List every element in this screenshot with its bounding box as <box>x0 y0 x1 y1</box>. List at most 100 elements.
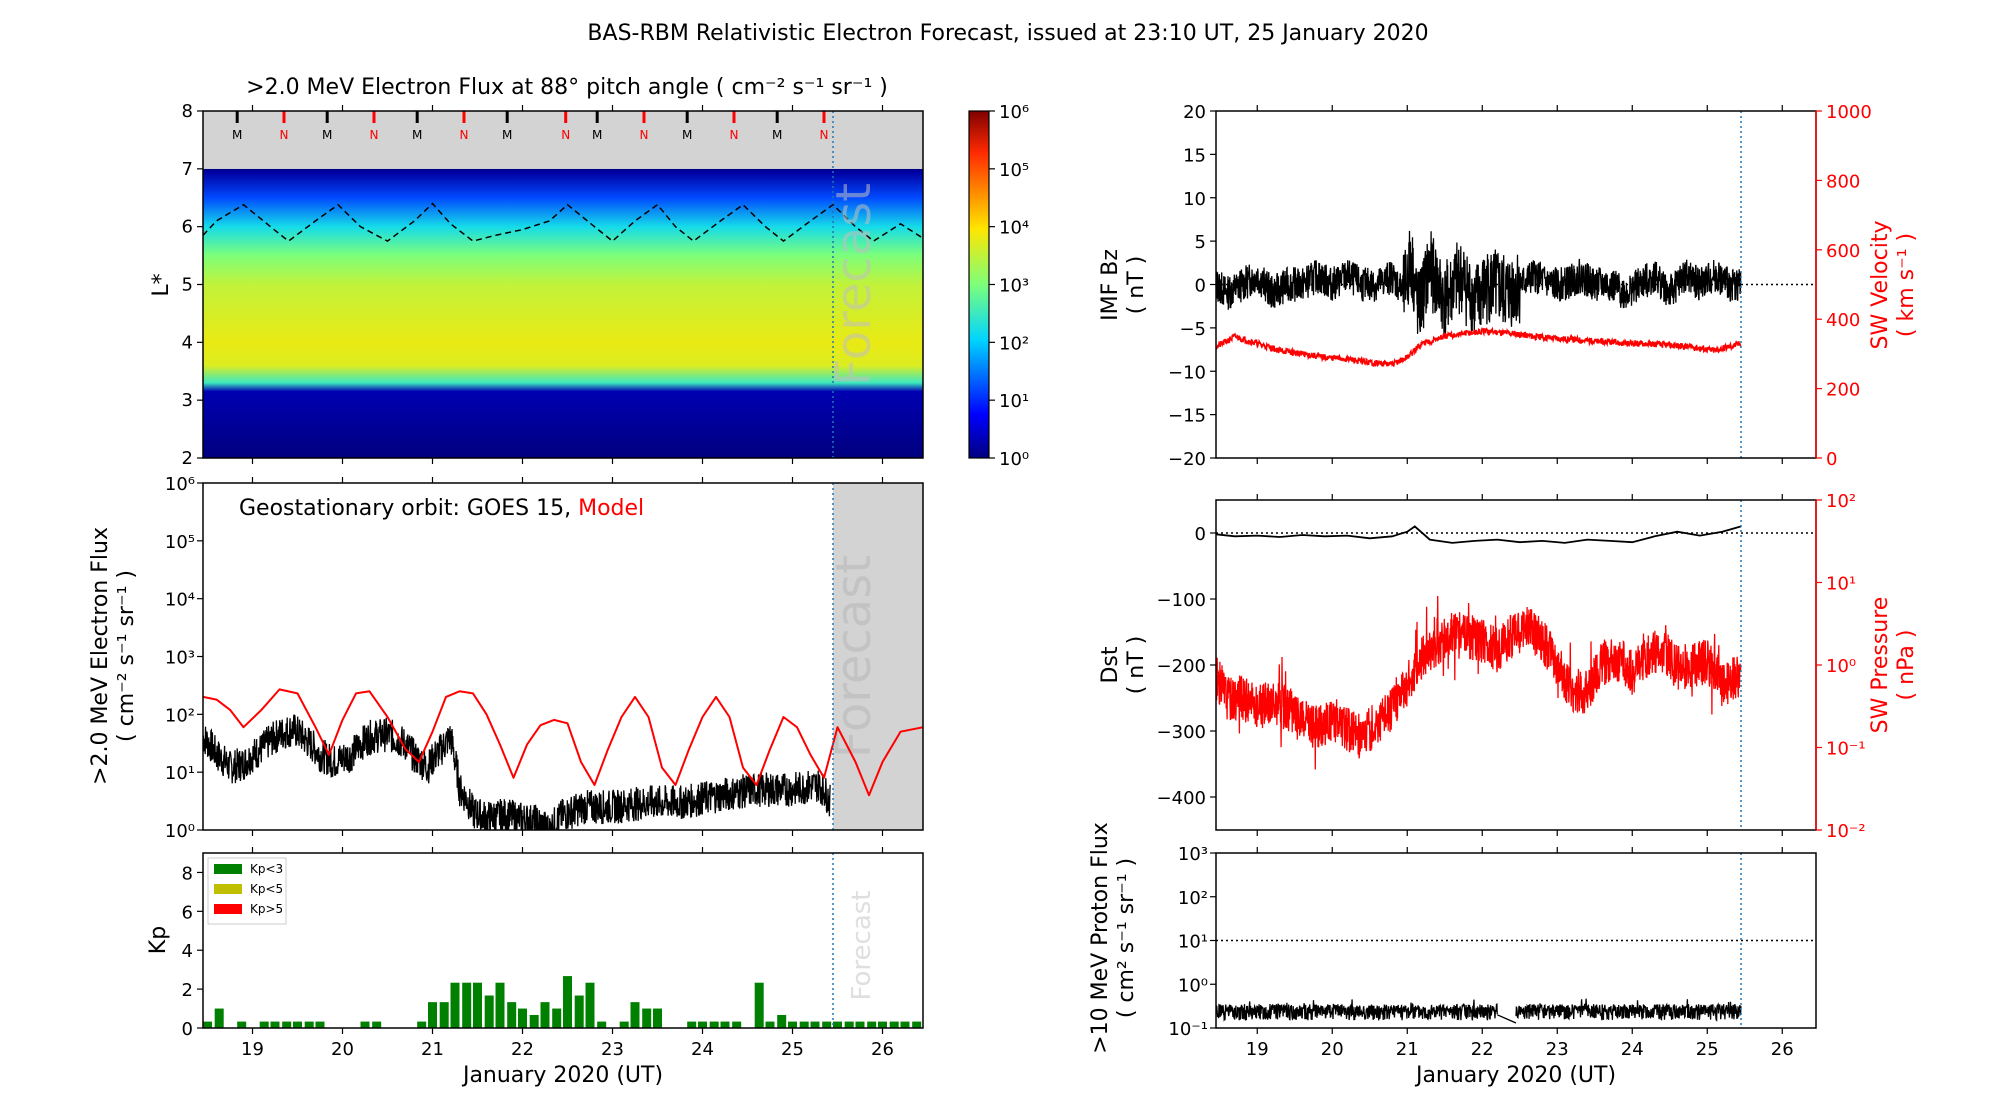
legend-label: Kp>5 <box>250 902 283 916</box>
series-sw-pressure-line <box>1216 595 1742 770</box>
y-axis-label: L* <box>149 273 174 296</box>
y-axis-label-right-line-1: ( nPa ) <box>1894 630 1919 701</box>
legend-label: Kp<3 <box>250 862 283 876</box>
y-axis-label-left: IMF Bz( nT ) <box>1098 249 1149 321</box>
orbit-marker-label: N <box>460 128 469 142</box>
colorbar-tick-label: 10⁴ <box>999 218 1029 239</box>
kp-bar <box>597 1021 607 1028</box>
x-tick-label: 26 <box>871 1039 894 1060</box>
kp-bar <box>687 1021 697 1028</box>
series-sw-velocity-line <box>1216 326 1742 368</box>
y-tick-label: 2 <box>182 448 193 469</box>
y-axis-label: >2.0 MeV Electron Flux( cm⁻² s⁻¹ sr⁻¹ ) <box>88 527 139 785</box>
y-tick-label-left: −200 <box>1157 656 1206 677</box>
kp-bar <box>855 1021 865 1028</box>
orbit-marker-label: M <box>232 128 242 142</box>
kp-bar <box>878 1021 887 1028</box>
y-tick-label: 10¹ <box>165 763 195 784</box>
x-tick-label: 25 <box>781 1039 804 1060</box>
geo-orbit-dashed-line <box>203 202 923 243</box>
y-axis-label-right: SW Velocity( km s⁻¹ ) <box>1868 220 1919 349</box>
heatmap-outer-region <box>203 111 923 169</box>
kp-bar <box>619 1021 629 1028</box>
colorbar: 10⁰ 10¹ 10² 10³ 10⁴ 10⁵ 10⁶ <box>968 102 1029 470</box>
y-tick-label: 10⁻¹ <box>1168 1019 1208 1040</box>
y-axis-label-right: SW Pressure( nPa ) <box>1868 597 1919 734</box>
y-axis-label-left-line-1: ( nT ) <box>1124 256 1149 315</box>
y-axis-label-right-line-0: SW Velocity <box>1868 220 1893 349</box>
kp-bar <box>417 1021 427 1028</box>
y-tick-label: 6 <box>182 902 193 923</box>
kp-bar <box>912 1021 922 1028</box>
y-tick-label: 8 <box>182 863 193 884</box>
x-tick-label: 22 <box>1471 1039 1494 1060</box>
y-axis-label: Kp <box>146 926 171 954</box>
kp-bar <box>552 1008 562 1028</box>
annotation-text: Geostationary orbit: GOES 15, <box>239 496 578 521</box>
y-tick-label-right: 600 <box>1826 241 1860 262</box>
axes-frame <box>1215 499 1817 831</box>
colorbar-gradient <box>968 110 990 459</box>
kp-bar <box>315 1021 325 1028</box>
kp-bar <box>507 1002 517 1028</box>
y-tick-label-left: −300 <box>1157 722 1206 743</box>
kp-bar <box>540 1002 550 1028</box>
annotation: Geostationary orbit: GOES 15, Model <box>239 496 644 521</box>
kp-bar <box>765 1021 775 1028</box>
kp-bar <box>462 982 472 1028</box>
y-tick-label: 4 <box>182 332 193 353</box>
x-tick-label: 23 <box>601 1039 624 1060</box>
kp-bar <box>833 1021 842 1028</box>
y-tick-label: 6 <box>182 217 193 238</box>
orbit-marker-label: M <box>682 128 692 142</box>
kp-bar <box>529 1014 539 1028</box>
orbit-marker-label: N <box>561 128 570 142</box>
kp-bar <box>304 1021 314 1028</box>
heatmap-body <box>203 168 923 459</box>
y-axis-label-line-0: L* <box>149 273 174 296</box>
x-tick-label: 19 <box>1246 1039 1269 1060</box>
y-tick-label: 2 <box>182 980 193 1001</box>
orbit-marker-label: M <box>502 128 512 142</box>
y-axis-label-line-0: >10 MeV Proton Flux <box>1088 822 1113 1054</box>
orbit-marker-label: N <box>730 128 739 142</box>
lstar-flux-panel: M N M N M N M N M N M N M N Forecast 2 3 4 5 6 7 8 >2.0 MeV El… <box>149 75 924 469</box>
imf-sw-panel: −20−15−10−50510152002004006008001000IMF … <box>1098 102 1919 470</box>
x-tick-label: 21 <box>421 1039 444 1060</box>
y-tick-label-right: 10⁰ <box>1826 656 1856 677</box>
legend-swatch <box>214 884 242 894</box>
series-goes15-line <box>203 714 831 830</box>
kp-bar <box>259 1021 269 1028</box>
y-tick-label-left: 20 <box>1183 102 1206 123</box>
y-tick-label-right: 200 <box>1826 380 1860 401</box>
y-tick-label: 10⁴ <box>165 590 195 611</box>
y-tick-label: 10³ <box>165 648 195 669</box>
y-axis-label-left-line-1: ( nT ) <box>1124 636 1149 695</box>
y-tick-label: 5 <box>182 275 193 296</box>
y-tick-label-right: 0 <box>1826 449 1837 470</box>
orbit-marker-label: N <box>640 128 649 142</box>
kp-bar <box>473 982 482 1028</box>
kp-bar <box>788 1021 797 1028</box>
y-tick-label-right: 800 <box>1826 171 1860 192</box>
y-tick-label-left: −20 <box>1168 449 1206 470</box>
kp-bar <box>867 1021 877 1028</box>
y-tick-label-right: 1000 <box>1826 102 1872 123</box>
legend-swatch <box>214 864 242 874</box>
x-tick-label: 23 <box>1546 1039 1569 1060</box>
orbit-marker-label: N <box>370 128 379 142</box>
y-tick-label: 3 <box>182 390 193 411</box>
kp-bar <box>732 1021 742 1028</box>
series-proton-flux-line <box>1216 998 1742 1024</box>
orbit-marker-label: M <box>592 128 602 142</box>
y-tick-label: 10¹ <box>1178 932 1208 953</box>
kp-bar <box>810 1021 820 1028</box>
axes-frame <box>202 852 924 1029</box>
colorbar-tick-label: 10¹ <box>999 391 1029 412</box>
legend-label: Kp<5 <box>250 882 283 896</box>
x-tick-label: 24 <box>691 1039 714 1060</box>
y-tick-label: 10⁰ <box>165 821 195 842</box>
